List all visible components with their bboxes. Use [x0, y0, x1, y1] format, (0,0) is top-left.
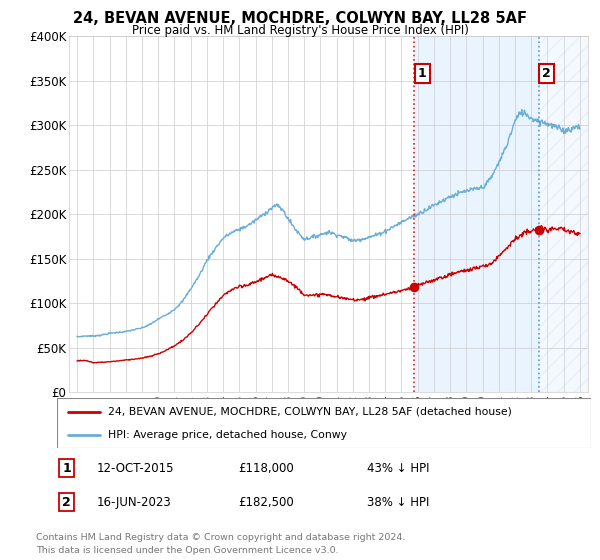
Bar [415, 36, 539, 392]
Text: 24, BEVAN AVENUE, MOCHDRE, COLWYN BAY, LL28 5AF: 24, BEVAN AVENUE, MOCHDRE, COLWYN BAY, L… [73, 11, 527, 26]
Bar [539, 36, 588, 392]
Text: 1: 1 [62, 461, 71, 475]
FancyBboxPatch shape [57, 398, 591, 448]
Text: 2: 2 [542, 67, 551, 80]
Text: HPI: Average price, detached house, Conwy: HPI: Average price, detached house, Conw… [108, 431, 347, 440]
Text: Contains HM Land Registry data © Crown copyright and database right 2024.: Contains HM Land Registry data © Crown c… [36, 533, 406, 542]
Text: £182,500: £182,500 [239, 496, 295, 508]
Text: 1: 1 [418, 67, 427, 80]
Text: £118,000: £118,000 [239, 461, 295, 475]
Text: 2: 2 [62, 496, 71, 508]
Text: 43% ↓ HPI: 43% ↓ HPI [367, 461, 429, 475]
Text: 24, BEVAN AVENUE, MOCHDRE, COLWYN BAY, LL28 5AF (detached house): 24, BEVAN AVENUE, MOCHDRE, COLWYN BAY, L… [108, 407, 512, 417]
Text: 38% ↓ HPI: 38% ↓ HPI [367, 496, 429, 508]
Text: Price paid vs. HM Land Registry's House Price Index (HPI): Price paid vs. HM Land Registry's House … [131, 24, 469, 36]
Text: 12-OCT-2015: 12-OCT-2015 [97, 461, 175, 475]
Text: 16-JUN-2023: 16-JUN-2023 [97, 496, 172, 508]
Text: This data is licensed under the Open Government Licence v3.0.: This data is licensed under the Open Gov… [36, 546, 338, 555]
